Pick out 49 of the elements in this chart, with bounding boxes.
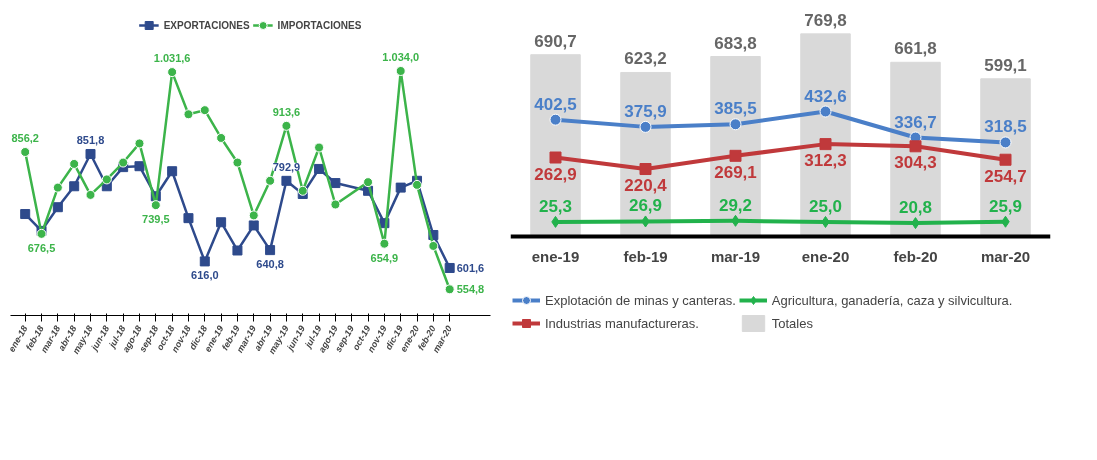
data-label: 654,9	[370, 251, 399, 264]
legend-label: EXPORTACIONES	[163, 19, 250, 31]
x-tick-label: ene-20	[801, 247, 850, 265]
data-label: 220,4	[624, 176, 668, 196]
data-label: 599,1	[984, 55, 1027, 75]
data-label: 29,2	[718, 195, 753, 215]
data-label: 25,9	[988, 196, 1023, 216]
data-label: 304,3	[894, 153, 937, 173]
x-tick-label: feb-20	[893, 247, 938, 265]
data-label: 640,8	[256, 258, 284, 271]
data-label: 554,8	[456, 283, 485, 296]
data-label: 262,9	[534, 164, 577, 184]
data-label: 792,9	[272, 160, 301, 173]
data-label: 851,8	[76, 134, 105, 146]
data-label: 676,5	[27, 241, 56, 254]
data-label: 683,8	[714, 33, 757, 53]
data-label: 336,7	[894, 112, 937, 132]
data-label: 769,8	[804, 10, 847, 30]
data-label: 623,2	[624, 49, 667, 69]
legend-label: Totales	[771, 315, 813, 331]
data-label: 601,6	[456, 261, 485, 274]
data-label: 254,7	[984, 166, 1027, 186]
data-label: 913,6	[272, 105, 301, 118]
data-label: 856,2	[11, 131, 39, 144]
data-label: 26,9	[628, 196, 663, 216]
data-label: 375,9	[624, 101, 667, 121]
x-tick-label: ene-19	[531, 247, 580, 265]
data-label: 269,1	[714, 162, 757, 182]
data-label: 432,6	[804, 86, 847, 106]
data-label: 385,5	[714, 99, 757, 119]
legend-label: Agricultura, ganadería, caza y silvicultura.	[771, 292, 1013, 308]
legend-label: IMPORTACIONES	[277, 19, 362, 31]
data-label: 318,5	[984, 117, 1027, 137]
legend-label: Explotación de minas y canteras.	[545, 292, 736, 308]
data-label: 661,8	[894, 39, 937, 59]
data-label: 312,3	[804, 151, 847, 171]
x-tick-label: mar-20	[980, 247, 1031, 265]
x-tick-label: feb-19	[623, 247, 668, 265]
data-label: 690,7	[534, 31, 577, 51]
legend-label: Industrias manufactureras.	[545, 315, 699, 331]
data-label: 402,5	[534, 94, 577, 114]
data-label: 1.034,0	[382, 50, 420, 63]
data-label: 25,3	[538, 196, 573, 216]
x-tick-label: mar-19	[710, 247, 761, 265]
data-label: 1.031,6	[153, 52, 191, 65]
data-label: 20,8	[898, 198, 933, 218]
data-label: 616,0	[191, 269, 219, 282]
data-label: 25,0	[808, 196, 843, 216]
data-label: 739,5	[142, 213, 170, 226]
